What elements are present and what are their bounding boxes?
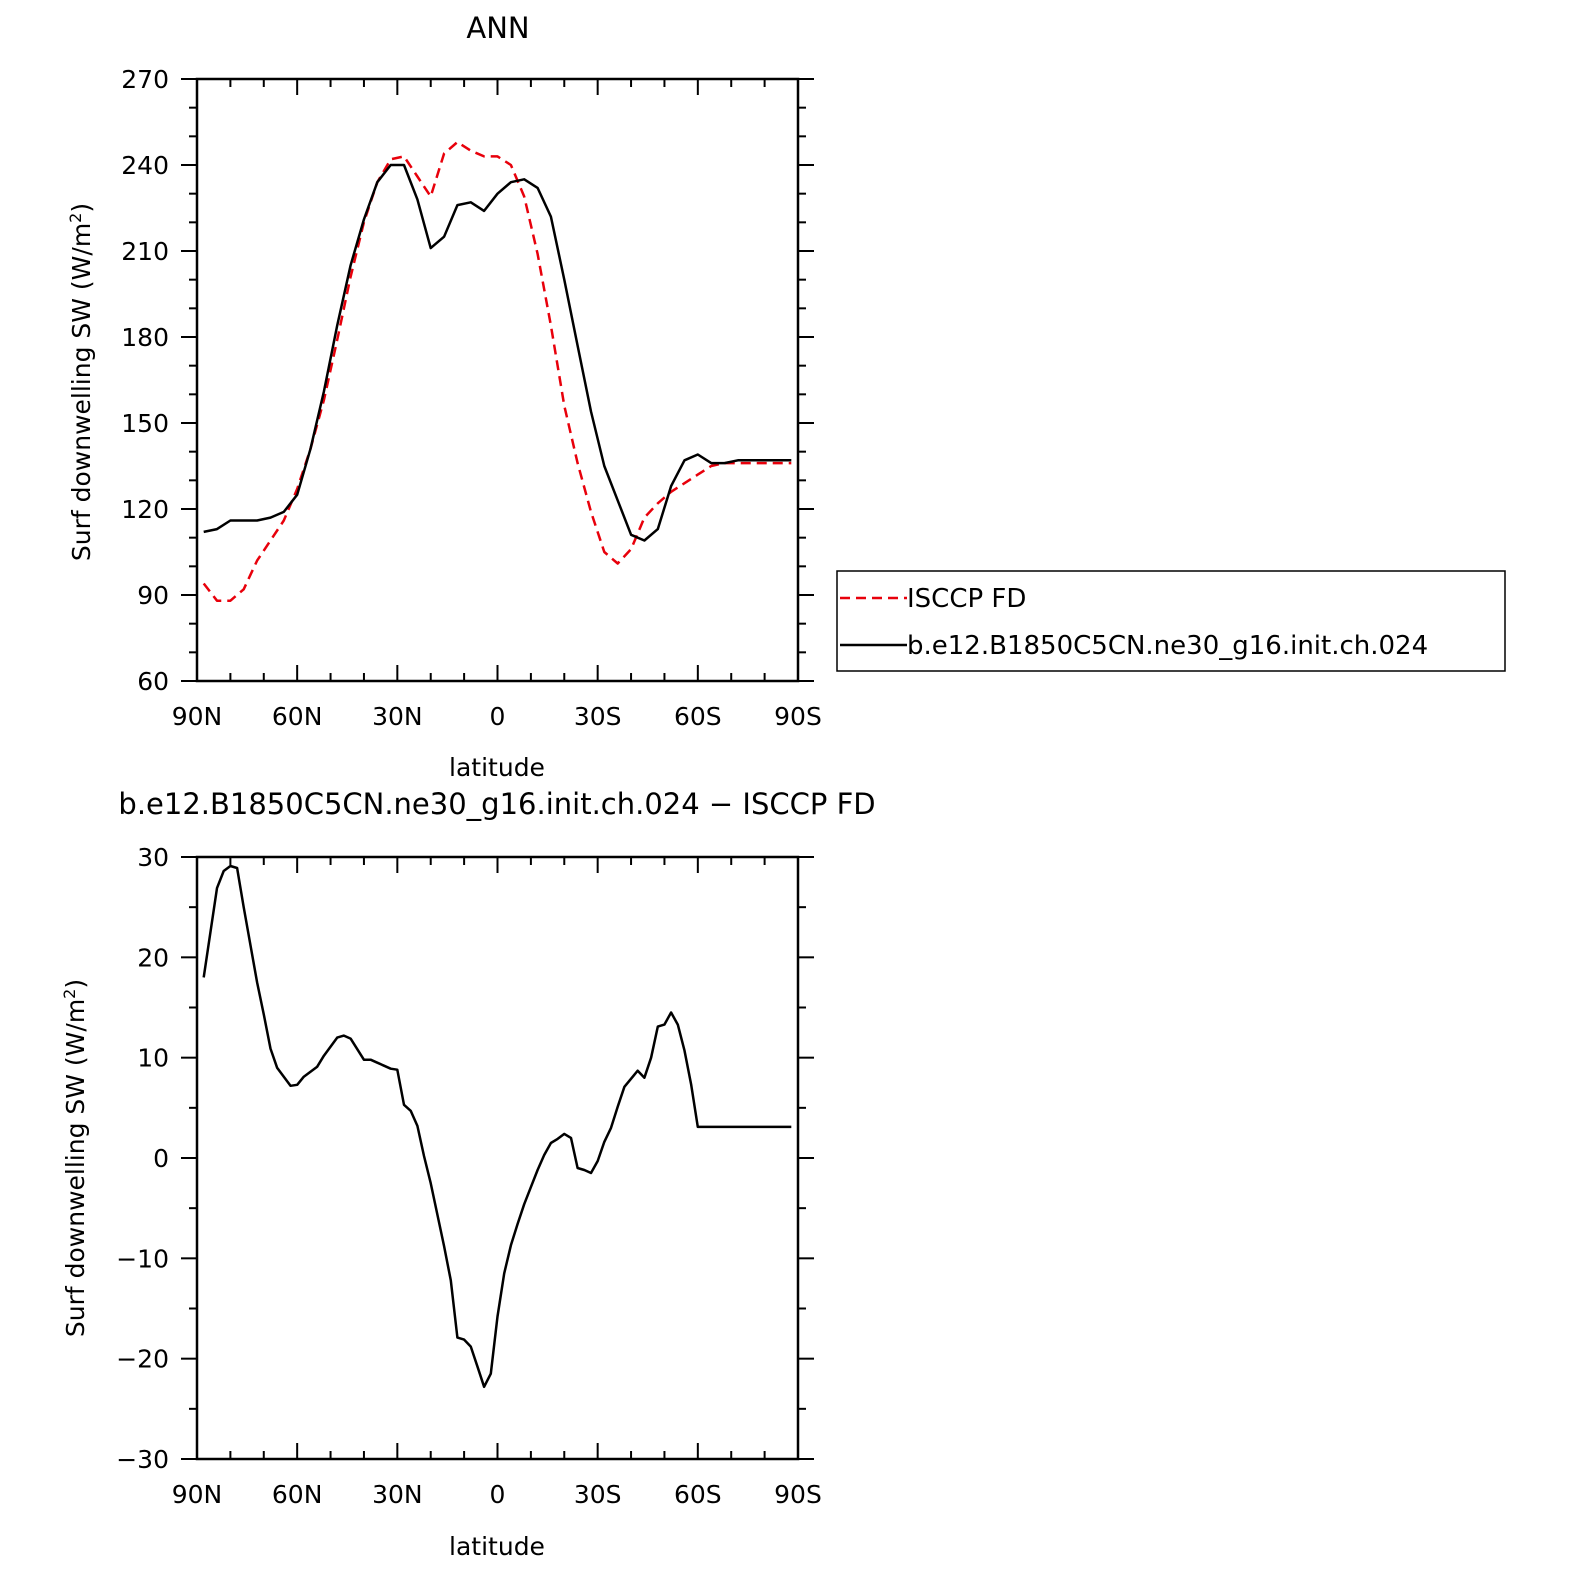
top-y-tick-label: 120 bbox=[121, 495, 169, 524]
bottom-x-tick-label: 30S bbox=[574, 1480, 622, 1509]
bottom-x-tick-label: 90N bbox=[172, 1480, 223, 1509]
bottom-x-tick-label: 90S bbox=[774, 1480, 822, 1509]
bottom-x-tick-label: 60S bbox=[674, 1480, 722, 1509]
top-y-tick-label: 150 bbox=[121, 409, 169, 438]
bottom-y-tick-label: 10 bbox=[137, 1044, 169, 1073]
bottom-x-axis-label: latitude bbox=[449, 1532, 545, 1561]
top-y-tick-label: 180 bbox=[121, 323, 169, 352]
top-x-tick-label: 30S bbox=[574, 702, 622, 731]
top-x-tick-label: 60S bbox=[674, 702, 722, 731]
top-x-tick-label: 60N bbox=[272, 702, 323, 731]
top-panel-title: ANN bbox=[466, 11, 529, 45]
legend-label-isccp: ISCCP FD bbox=[907, 584, 1026, 614]
panel-top: ANN 90N 60N 30N 0 30S 60S 90S 60 90 120 150 180 210 2… bbox=[66, 11, 1506, 782]
bottom-y-tick-label: −20 bbox=[116, 1345, 169, 1374]
bottom-panel-title: b.e12.B1850C5CN.ne30_g16.init.ch.024 − I… bbox=[118, 787, 875, 821]
legend: ISCCP FD b.e12.B1850C5CN.ne30_g16.init.c… bbox=[836, 570, 1506, 672]
top-axis-ticks: 90N 60N 30N 0 30S 60S 90S 60 90 120 150 180 210 240 27… bbox=[121, 65, 822, 731]
bottom-x-tick-label: 60N bbox=[272, 1480, 323, 1509]
top-series-line-0 bbox=[202, 140, 792, 602]
top-y-axis-label: Surf downwelling SW (W/m2) bbox=[66, 203, 97, 561]
legend-box bbox=[836, 570, 1506, 672]
top-plot-frame bbox=[195, 77, 800, 683]
top-y-tick-label: 210 bbox=[121, 237, 169, 266]
top-y-tick-label: 240 bbox=[121, 151, 169, 180]
bottom-y-tick-label: 30 bbox=[137, 843, 169, 872]
top-x-tick-label: 90S bbox=[774, 702, 822, 731]
bottom-plot-frame bbox=[195, 855, 800, 1461]
bottom-y-axis-label: Surf downwelling SW (W/m2) bbox=[60, 979, 91, 1337]
bottom-x-tick-label: 0 bbox=[490, 1480, 506, 1509]
bottom-series-line-0 bbox=[202, 864, 792, 1389]
bottom-x-tick-label: 30N bbox=[372, 1480, 423, 1509]
bottom-axis-ticks: 90N 60N 30N 0 30S 60S 90S −30 −20 −10 0 10 20 30 bbox=[116, 843, 822, 1509]
bottom-y-tick-label: 0 bbox=[153, 1144, 169, 1173]
legend-label-model: b.e12.B1850C5CN.ne30_g16.init.ch.024 bbox=[907, 631, 1428, 661]
top-series-line-1 bbox=[203, 163, 792, 542]
bottom-y-tick-label: −30 bbox=[116, 1445, 169, 1474]
top-plot-lines bbox=[202, 140, 792, 602]
panel-bottom: b.e12.B1850C5CN.ne30_g16.init.ch.024 − I… bbox=[60, 787, 876, 1561]
top-x-axis-label: latitude bbox=[449, 753, 545, 782]
top-x-tick-label: 0 bbox=[490, 702, 506, 731]
top-x-tick-label: 90N bbox=[172, 702, 223, 731]
bottom-y-tick-label: 20 bbox=[137, 943, 169, 972]
bottom-plot-lines bbox=[202, 864, 792, 1389]
top-y-tick-label: 60 bbox=[137, 667, 169, 696]
top-y-tick-label: 90 bbox=[137, 581, 169, 610]
top-x-tick-label: 30N bbox=[372, 702, 423, 731]
bottom-y-tick-label: −10 bbox=[116, 1244, 169, 1273]
top-y-tick-label: 270 bbox=[121, 65, 169, 94]
